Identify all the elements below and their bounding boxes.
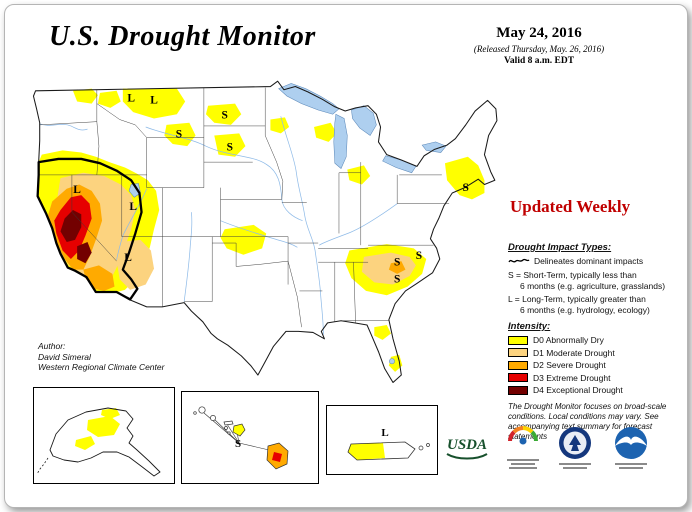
d2-label: D2 Severe Drought xyxy=(533,360,606,370)
hawaii-impact-letter: S xyxy=(235,438,241,450)
d0-label: D0 Abnormally Dry xyxy=(533,335,604,345)
noaa-seagull-icon xyxy=(615,436,647,446)
map-impact-letter: S xyxy=(227,140,233,153)
drought-monitor-page: U.S. Drought Monitor May 24, 2016 (Relea… xyxy=(4,4,688,508)
longterm-delineation-outline xyxy=(36,157,143,301)
map-impact-letter: L xyxy=(129,200,137,213)
intensity-legend: Intensity: D0 Abnormally Dry D1 Moderate… xyxy=(508,321,686,398)
page-title: U.S. Drought Monitor xyxy=(49,21,316,52)
map-impact-letter: S xyxy=(221,108,227,121)
impact-types-heading: Drought Impact Types: xyxy=(508,242,612,253)
delineates-text: Delineates dominant impacts xyxy=(534,256,644,266)
d1-label: D1 Moderate Drought xyxy=(533,347,615,358)
long-term-line-1: L = Long-Term, typically greater than xyxy=(508,294,646,304)
d3-label: D3 Extreme Drought xyxy=(533,372,611,383)
map-impact-letter: S xyxy=(416,249,422,262)
updated-weekly-label: Updated Weekly xyxy=(510,197,631,216)
d0-swatch xyxy=(508,335,528,345)
ndmc-caption-lines xyxy=(507,459,539,469)
hawaii-leader-lines xyxy=(203,412,270,451)
usda-logo: USDA xyxy=(441,429,493,473)
legend-row-d0: D0 Abnormally Dry xyxy=(508,335,686,345)
impact-types-panel: Drought Impact Types: Delineates dominan… xyxy=(508,242,686,315)
usda-swoosh-icon xyxy=(446,453,488,460)
disclaimer-note: The Drought Monitor focuses on broad-sca… xyxy=(508,402,667,441)
commerce-caption-lines xyxy=(559,463,591,469)
big-island-d3 xyxy=(272,452,282,462)
dept-of-commerce-seal xyxy=(551,423,599,477)
puerto-rico-outline xyxy=(347,441,416,461)
author-label: Author: xyxy=(38,341,66,351)
aleutian-islands xyxy=(36,457,49,475)
author-name: David Simeral xyxy=(38,351,91,362)
map-impact-letter: S xyxy=(394,272,400,285)
author-org: Western Regional Climate Center xyxy=(38,362,165,372)
legend-row-d3: D3 Extreme Drought xyxy=(508,373,686,383)
map-impact-letter: L xyxy=(127,91,135,104)
ndmc-arc-icon xyxy=(508,426,538,442)
hawaii-islands xyxy=(193,406,234,435)
map-impact-letter: S xyxy=(176,128,182,141)
alaska-outline xyxy=(49,407,161,477)
maui-d0 xyxy=(232,423,246,437)
usda-wordmark: USDA xyxy=(447,437,487,453)
map-impact-letter: L xyxy=(124,251,132,264)
map-impact-letter: L xyxy=(150,93,158,106)
released-date: (Released Thursday, May. 26, 2016) xyxy=(473,44,605,54)
map-impact-letter: L xyxy=(73,183,81,196)
puerto-rico-d0 xyxy=(348,443,385,460)
legend-row-d4: D4 Exceptional Drought xyxy=(508,385,686,395)
date-block: May 24, 2016 (Released Thursday, May. 26… xyxy=(417,25,661,66)
hawaii-inset: S xyxy=(181,391,319,484)
d4-swatch xyxy=(508,385,528,395)
short-term-line-1: S = Short-Term, typically less than xyxy=(508,270,637,280)
rivers xyxy=(39,116,398,335)
puerto-rico-impact-letter: L xyxy=(381,427,388,439)
d4-label: D4 Exceptional Drought xyxy=(533,385,623,395)
commerce-eagle-icon xyxy=(569,435,581,451)
great-lakes xyxy=(128,83,447,365)
delineation-squiggle-icon xyxy=(508,258,530,263)
legend-row-d1: D1 Moderate Drought xyxy=(508,348,686,358)
d1-swatch xyxy=(508,348,528,357)
drought-d4-regions xyxy=(60,210,92,264)
drought-mitigation-center-logo xyxy=(501,423,545,477)
report-date: May 24, 2016 xyxy=(496,25,582,41)
noaa-logo xyxy=(607,423,655,477)
d3-swatch xyxy=(508,373,528,382)
map-impact-letter: S xyxy=(394,255,400,268)
ndmc-center-dot xyxy=(519,437,527,445)
long-term-line-2: 6 months (e.g. hydrology, ecology) xyxy=(520,305,650,315)
intensity-heading: Intensity: xyxy=(508,321,551,332)
alaska-d0-regions xyxy=(75,408,120,450)
author-block: Author: David Simeral Western Regional C… xyxy=(38,341,164,373)
state-borders xyxy=(38,87,450,328)
outlying-islands xyxy=(418,443,430,451)
valid-time: Valid 8 a.m. EDT xyxy=(503,56,575,66)
legend-row-d2: D2 Severe Drought xyxy=(508,360,686,370)
short-term-line-2: 6 months (e.g. agriculture, grasslands) xyxy=(520,281,666,291)
puerto-rico-inset: L xyxy=(326,405,438,475)
d2-swatch xyxy=(508,360,528,370)
alaska-inset xyxy=(33,387,175,484)
map-impact-letter: S xyxy=(463,181,469,194)
noaa-caption-lines xyxy=(615,463,647,469)
